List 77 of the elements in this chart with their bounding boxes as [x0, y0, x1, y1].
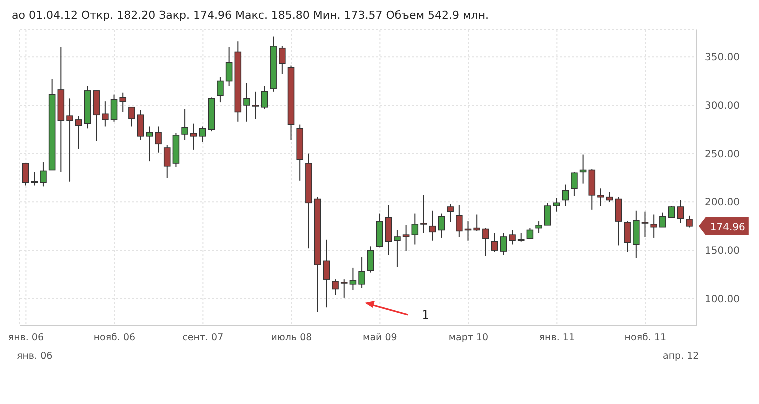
candlestick	[182, 108, 188, 141]
candlestick	[402, 224, 410, 252]
x-tick-label: март 10	[448, 332, 489, 344]
candlestick	[668, 206, 676, 218]
candlestick	[358, 256, 366, 289]
candlestick	[598, 188, 604, 207]
candlestick	[120, 92, 127, 113]
candlestick	[261, 86, 268, 110]
y-tick-label: 100.00	[705, 294, 740, 306]
candlestick	[491, 232, 498, 253]
candlestick	[164, 144, 171, 178]
candlestick	[75, 116, 82, 150]
candlestick	[332, 279, 339, 296]
candlestick	[66, 98, 74, 182]
candlestick	[252, 91, 260, 120]
candlestick	[31, 172, 38, 186]
candlestick	[226, 46, 233, 87]
candlestick	[190, 123, 198, 150]
y-tick-label: 150.00	[705, 246, 740, 258]
annotation: 174.96	[710, 222, 746, 234]
text: апр. 12	[663, 351, 700, 362]
candlestick	[544, 202, 552, 226]
candlestick	[128, 106, 136, 128]
x-tick-label: сент. 07	[182, 332, 224, 344]
annotation: 1	[422, 308, 430, 322]
y-tick-label: 250.00	[705, 149, 740, 160]
candlestick	[146, 126, 154, 162]
candlestick	[438, 213, 446, 238]
candlestick	[660, 212, 666, 228]
text: янв. 06	[17, 351, 53, 362]
candlestick	[571, 172, 578, 197]
candlestick	[22, 162, 30, 186]
candlestick	[323, 239, 330, 308]
candlestick	[500, 232, 508, 256]
candlestick	[350, 267, 357, 291]
y-tick-label: 350.00	[705, 52, 740, 64]
candlestick	[40, 162, 47, 188]
candlestick	[217, 76, 224, 104]
y-tick-label: 300.00	[705, 101, 740, 112]
chart-title: ао 01.04.12 Откр. 182.20 Закр. 174.96 Макс. 185.80 Мин. 173.57 Объем 542.9 млн.	[11, 8, 490, 24]
candlestick	[642, 211, 649, 238]
candlestick	[553, 198, 560, 212]
candlestick	[447, 204, 454, 223]
candlestick	[420, 194, 428, 234]
candlestick	[412, 213, 419, 246]
candlestick	[137, 110, 144, 141]
x-tick-label: янв. 11	[539, 332, 576, 344]
x-tick-label: май 09	[363, 332, 398, 344]
candlestick	[677, 200, 684, 224]
candlestick	[606, 192, 614, 203]
candlestick	[110, 94, 118, 122]
x-tick-label: нояб. 11	[624, 332, 667, 344]
candlestick	[340, 279, 348, 298]
candlestick	[650, 214, 658, 238]
y-tick-label: 200.00	[705, 198, 740, 209]
candlestick	[429, 210, 436, 242]
x-tick-label: янв. 06	[8, 332, 44, 344]
candlestick	[155, 126, 162, 154]
candlestick	[474, 214, 481, 232]
candlestick	[526, 228, 534, 240]
x-tick-label: нояб. 06	[94, 332, 136, 344]
candlestick	[624, 221, 631, 253]
candlestick	[456, 204, 463, 238]
candlestick	[394, 230, 401, 268]
candlestick	[102, 101, 109, 128]
candlestick	[199, 126, 206, 143]
candlestick	[686, 215, 693, 228]
candlestick	[279, 46, 286, 75]
candlestick	[368, 246, 374, 274]
x-tick-label: июль 08	[271, 332, 312, 344]
candlestick	[509, 230, 516, 246]
candlestick	[562, 184, 569, 207]
candlestick	[536, 221, 542, 234]
candlestick	[482, 228, 490, 257]
candlestick	[244, 82, 250, 122]
candlestick	[580, 154, 587, 184]
candlestick	[615, 196, 622, 246]
